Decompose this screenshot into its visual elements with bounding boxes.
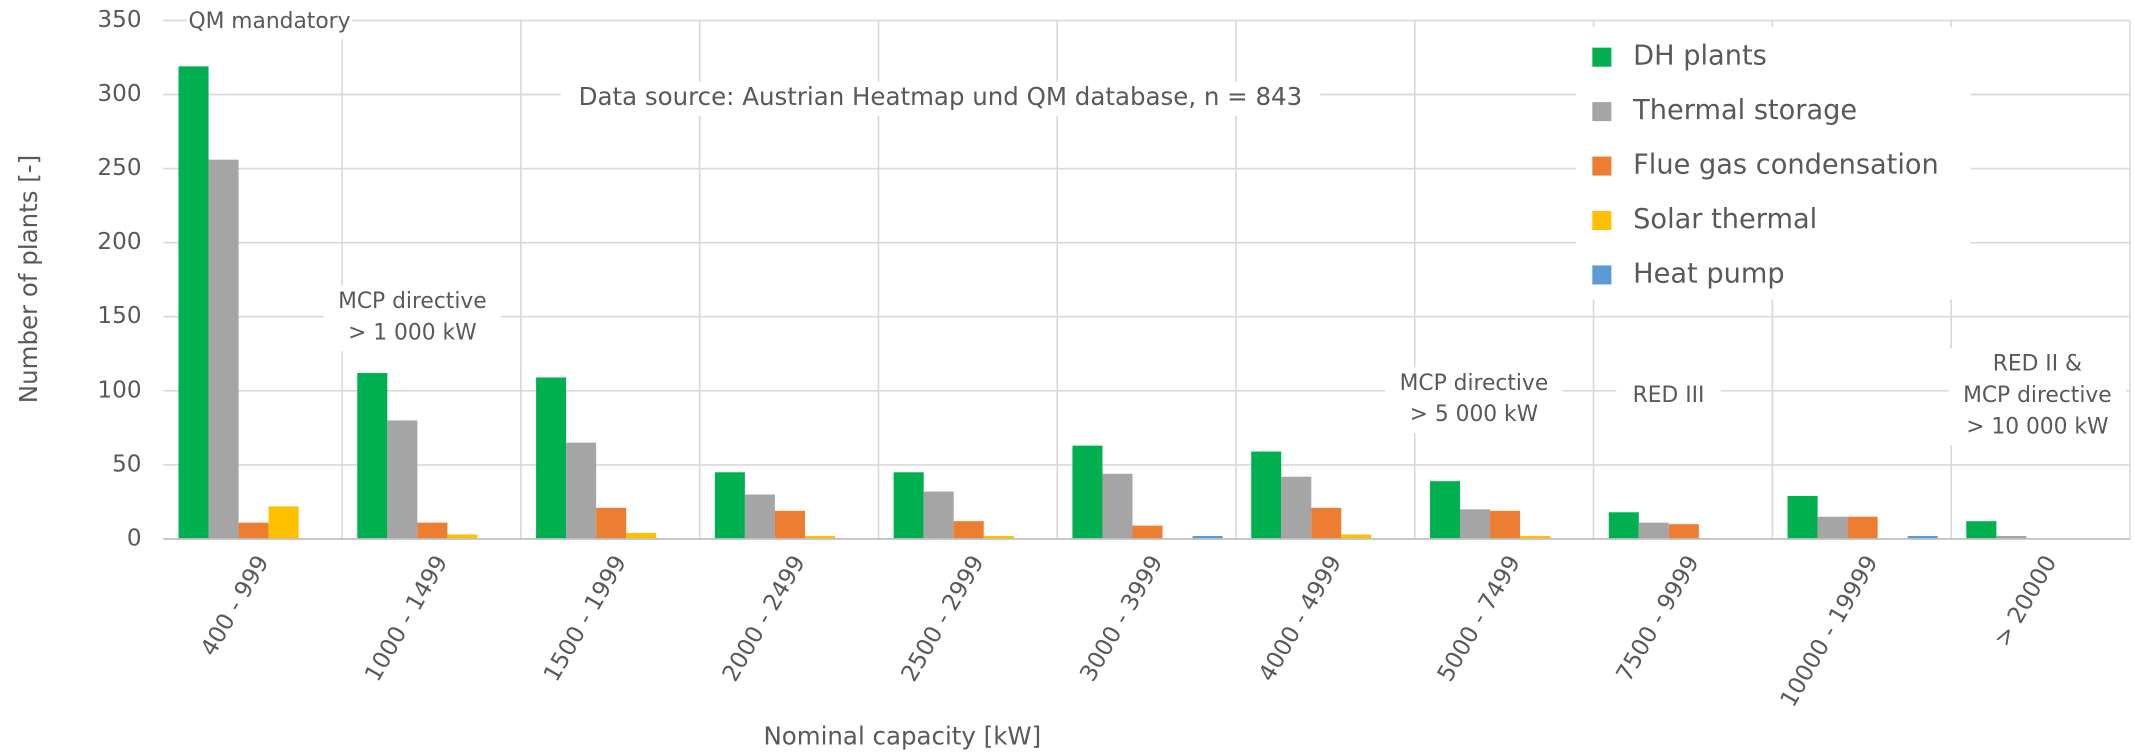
annotation: RED III: [1633, 383, 1705, 408]
bar: [1996, 535, 2027, 539]
y-tick-label: 300: [97, 81, 141, 107]
bar: [447, 534, 478, 539]
bar: [566, 442, 597, 539]
bar: [1132, 525, 1163, 539]
y-tick-label: 0: [127, 525, 142, 551]
legend-label: Solar thermal: [1633, 204, 1817, 235]
annotation: MCP directive: [1400, 371, 1549, 396]
x-tick-label: 1500 - 1999: [539, 551, 632, 686]
bar: [1608, 512, 1639, 539]
x-tick-label: 10000 - 19999: [1776, 551, 1884, 711]
bar: [1429, 481, 1461, 539]
bar: [983, 535, 1014, 539]
annotation-bg: [560, 81, 1321, 116]
annotation: > 10 000 kW: [1966, 414, 2108, 439]
bar: [1102, 473, 1133, 539]
bar: [774, 510, 805, 539]
y-tick-label: 250: [97, 155, 141, 181]
bar: [1787, 495, 1818, 539]
legend-label: Thermal storage: [1632, 95, 1857, 126]
annotation: RED II &: [1993, 352, 2082, 377]
bar: [953, 521, 984, 539]
bar: [744, 494, 775, 539]
bar: [417, 522, 448, 539]
bar: [238, 522, 269, 539]
bar: [923, 491, 954, 539]
annotation: Data source: Austrian Heatmap und QM dat…: [579, 82, 1303, 111]
annotation-bg: [186, 5, 353, 40]
y-tick-label: 350: [97, 7, 141, 33]
annotation: > 5 000 kW: [1410, 402, 1539, 427]
x-tick-label: 2000 - 2499: [718, 551, 811, 686]
x-tick-label: 4000 - 4999: [1254, 551, 1347, 686]
y-tick-label: 200: [97, 229, 141, 255]
bar: [1192, 535, 1223, 539]
legend-label: DH plants: [1633, 41, 1767, 72]
legend-bg: [1576, 27, 1971, 300]
bar: [1341, 534, 1372, 539]
bar: [893, 472, 924, 539]
bar: [626, 533, 657, 539]
bar: [1490, 510, 1521, 539]
x-tick-label: 5000 - 7499: [1433, 551, 1526, 686]
y-axis-label: Number of plants [-]: [14, 155, 43, 403]
bar: [268, 506, 299, 539]
bar: [1638, 522, 1669, 539]
bar: [208, 159, 239, 539]
x-tick-label: > 20000: [1990, 551, 2063, 651]
annotation: QM mandatory: [188, 9, 350, 34]
y-tick-label: 150: [97, 303, 141, 329]
bar: [804, 535, 835, 539]
bar: [714, 472, 745, 539]
x-tick-label: 2500 - 2999: [897, 551, 990, 686]
x-tick-label: 1000 - 1499: [360, 551, 453, 686]
bar: [1966, 521, 1997, 539]
y-tick-label: 50: [112, 451, 141, 477]
bar: [387, 420, 418, 539]
x-tick-label: 7500 - 9999: [1612, 551, 1705, 686]
bar: [1251, 451, 1282, 539]
bar: [1072, 445, 1103, 539]
legend-swatch: [1592, 102, 1612, 122]
annotation-bg: [1616, 379, 1721, 414]
bar: [1907, 535, 1938, 539]
x-tick-label: 3000 - 3999: [1075, 551, 1168, 686]
y-tick-label: 100: [97, 377, 141, 403]
x-axis-label: Nominal capacity [kW]: [763, 722, 1041, 751]
legend-swatch: [1592, 47, 1612, 67]
bar: [1460, 509, 1491, 539]
legend-swatch: [1592, 156, 1612, 176]
annotation-bg: [1385, 367, 1563, 433]
legend-swatch: [1592, 265, 1612, 285]
legend-label: Flue gas condensation: [1633, 150, 1939, 181]
bar: [357, 373, 388, 539]
bar: [1817, 516, 1848, 539]
legend-label: Heat pump: [1633, 258, 1784, 289]
bar: [596, 507, 627, 539]
legend-swatch: [1592, 210, 1612, 231]
bar: [178, 66, 209, 539]
x-tick-label: 400 - 999: [196, 551, 274, 660]
annotation-bg: [323, 285, 502, 352]
bar: [1520, 535, 1551, 539]
annotation: > 1 000 kW: [348, 320, 477, 345]
annotation: MCP directive: [1963, 383, 2112, 408]
bar: [1281, 476, 1312, 539]
bar: [1847, 516, 1878, 539]
annotation: MCP directive: [338, 289, 487, 314]
annotation-bg: [1948, 348, 2127, 446]
bar: [1668, 524, 1699, 539]
bar: [1311, 507, 1342, 539]
bar: [536, 377, 567, 539]
